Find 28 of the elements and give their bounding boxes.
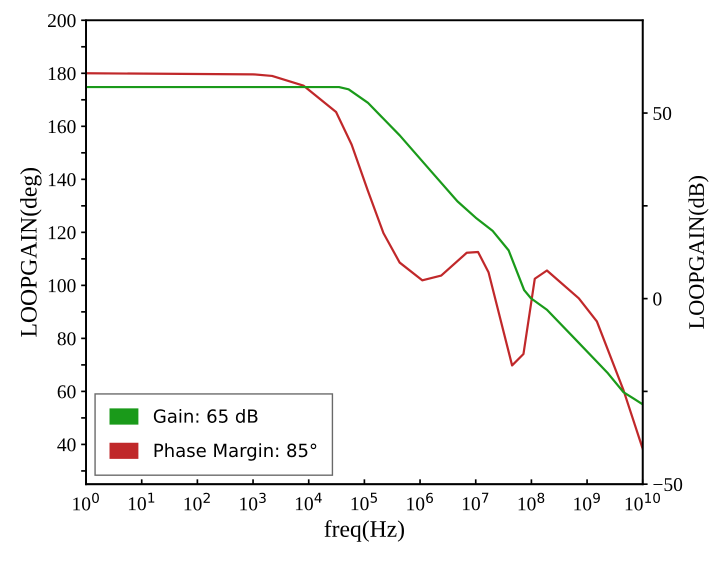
x-tick-label: 10$^{4}$	[296, 492, 322, 510]
y2-tick-label: −50	[653, 478, 682, 492]
legend-label: Gain: 65 dB	[154, 408, 258, 423]
x-tick-label: 10$^{5}$	[352, 492, 378, 510]
y-tick-label: 200	[48, 14, 76, 28]
x-tick-label: 10$^{7}$	[462, 492, 488, 510]
y-tick-label: 160	[48, 120, 76, 134]
y-tick-label: 80	[58, 332, 76, 346]
x-tick-label: 10$^{2}$	[184, 492, 210, 510]
x-tick-label: 10$^{3}$	[240, 492, 266, 510]
y-tick-label: 100	[48, 279, 76, 292]
y-tick-label: 180	[48, 67, 76, 80]
y-tick-label: 120	[48, 226, 76, 240]
y2-tick-label: 50	[654, 106, 672, 120]
x-tick-label: 10$^{9}$	[574, 492, 600, 510]
legend-label: Phase Margin: 85°	[154, 443, 316, 461]
x-tick-label: 10$^{6}$	[407, 492, 434, 510]
y-tick-label: 40	[57, 438, 76, 452]
x-tick-label: 10$^{10}$	[626, 492, 660, 510]
x-tick-label: 10$^{1}$	[128, 492, 154, 510]
x-tick-label: 10$^{0}$	[73, 492, 99, 510]
x-tick-label: 10$^{8}$	[518, 492, 544, 510]
x-axis-title: freq(Hz)	[324, 520, 404, 542]
y-tick-label: 140	[48, 173, 76, 186]
y-axis-title: LOOPGAIN(deg)	[20, 168, 42, 337]
y-tick-label: 60	[58, 385, 76, 398]
y2-axis-title: LOOPGAIN(dB)	[688, 176, 709, 329]
y2-tick-label: 0	[653, 292, 662, 306]
